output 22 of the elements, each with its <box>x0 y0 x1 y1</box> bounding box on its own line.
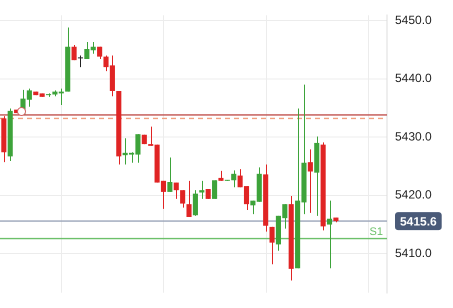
candlestick <box>308 148 313 214</box>
y-tick-label: 5430.0 <box>395 129 432 144</box>
y-tick-label: 5440.0 <box>395 71 432 86</box>
candlestick <box>326 200 332 269</box>
candlestick <box>174 182 179 200</box>
candlestick <box>78 54 84 68</box>
candlestick <box>167 157 172 192</box>
candlestick <box>186 180 192 218</box>
y-tick-label: 5410.0 <box>395 246 432 260</box>
candlestick <box>180 190 186 208</box>
candlestick <box>97 46 102 60</box>
candlestick <box>72 44 77 61</box>
candlestick <box>199 180 204 200</box>
candlestick <box>231 170 236 188</box>
candlestick <box>269 226 275 265</box>
y-tick-label: 5450.0 <box>395 12 432 27</box>
candlestick <box>192 190 198 216</box>
candlestick <box>218 170 224 182</box>
y-tick-label: 5420.0 <box>395 188 432 202</box>
ref-line-label: S1 <box>370 226 383 238</box>
candlestick <box>212 180 218 200</box>
text: 5415.6 <box>400 214 438 228</box>
